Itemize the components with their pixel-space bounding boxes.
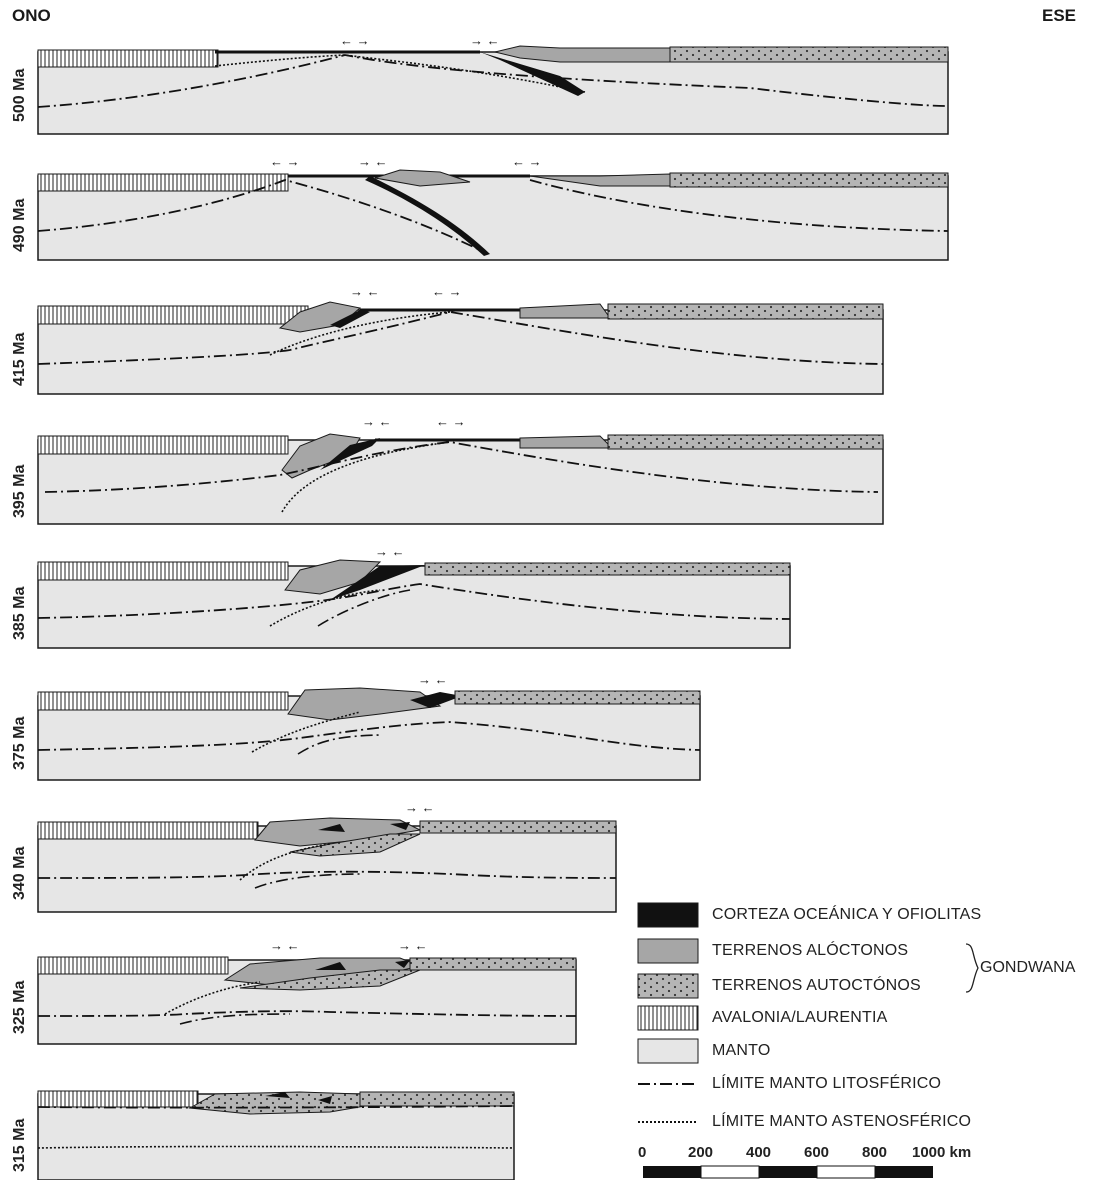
section-340: → ← 340 Ma: [11, 800, 617, 913]
section-500: ← → → ← 500 Ma: [11, 33, 949, 135]
section-age-label: 385 Ma: [11, 587, 28, 640]
avalonia-laurentia-block: [37, 435, 289, 455]
lithospheric-limit-line: [37, 311, 884, 365]
section-315: 315 Ma: [11, 1090, 515, 1180]
section-415: → ← ← → 415 Ma: [11, 284, 884, 395]
allochthonous-terrane: [254, 817, 422, 847]
convergent-arrows: → ←: [470, 33, 500, 48]
avalonia-laurentia-block: [37, 821, 259, 840]
autochthonous-terrane: [669, 172, 949, 188]
autochthonous-terrane: [409, 957, 577, 971]
autochthonous-terrane: [607, 303, 884, 320]
svg-text:→ ←: → ←: [358, 154, 388, 169]
avalonia-laurentia-block: [37, 1090, 199, 1108]
asthenospheric-limit-line: [164, 981, 261, 1015]
section-375: → ← 375 Ma: [11, 672, 701, 781]
section-age-label: 325 Ma: [11, 981, 28, 1034]
oceanic-crust: [410, 692, 462, 708]
lithospheric-limit-line: [37, 1105, 515, 1109]
avalonia-laurentia-block: [37, 561, 289, 581]
avalonia-laurentia-block: [37, 956, 229, 975]
autochthonous-terrane: [669, 46, 949, 63]
asthenospheric-limit-line: [214, 54, 586, 93]
svg-text:→ ←: → ←: [418, 672, 448, 687]
lithospheric-limit-line: [44, 441, 879, 493]
section-age-label: 500 Ma: [11, 69, 28, 122]
svg-text:→ ←: → ←: [405, 800, 435, 815]
asthenospheric-limit-line: [269, 589, 381, 627]
autochthonous-terrane: [454, 690, 701, 705]
oceanic-crust: [330, 565, 425, 600]
oceanic-swatch: [637, 902, 699, 928]
avalonia-laurentia-block: [37, 691, 289, 711]
section-325: → ← → ← 325 Ma: [11, 938, 577, 1045]
section-395: → ← ← → 395 Ma: [11, 414, 884, 525]
asthenospheric-limit-line: [281, 441, 451, 513]
oceanic-crust: [265, 1092, 332, 1104]
section-age-label: 395 Ma: [11, 465, 28, 518]
avalonia-swatch: [637, 1005, 699, 1031]
svg-text:→ ←: → ←: [398, 938, 428, 953]
subducting-slab: [480, 52, 585, 96]
mantle-swatch: [637, 1038, 699, 1064]
asthenospheric-limit-line: [239, 843, 331, 881]
autochthonous-terrane: [419, 820, 617, 834]
divergent-arrows: ← →: [340, 33, 370, 48]
allochthonous-terrane: [284, 559, 382, 595]
legend-swatches: [637, 902, 979, 1123]
gondwana-brace: [965, 943, 979, 993]
asthenospheric-limit-line: [269, 311, 451, 356]
asthenospheric-limit-line: [37, 1145, 515, 1149]
lithospheric-limit-line: [37, 870, 617, 879]
lithospheric-limit-line: [37, 1010, 577, 1017]
lithospheric-limit-line: [37, 179, 489, 255]
allochthonous-swatch: [637, 938, 699, 964]
section-385: → ← 385 Ma: [11, 544, 791, 649]
section-age-label: 490 Ma: [11, 199, 28, 252]
autochthonous-swatch: [637, 973, 699, 999]
section-age-label: 375 Ma: [11, 717, 28, 770]
autochthonous-terrane: [607, 434, 884, 450]
oceanic-crust: [315, 960, 410, 970]
west-direction-label: ONO: [12, 6, 51, 25]
scale-bar: [643, 1165, 933, 1179]
lithospheric-limit-line: [37, 583, 791, 620]
section-age-label: 415 Ma: [11, 333, 28, 386]
svg-text:→ ←: → ←: [350, 284, 380, 299]
oceanic-crust: [318, 822, 410, 832]
svg-text:← →: ← →: [270, 154, 300, 169]
lithospheric-limit-line: [37, 721, 701, 751]
section-age-label: 315 Ma: [11, 1119, 28, 1172]
oceanic-crust: [330, 310, 370, 328]
autochthonous-terrane: [424, 562, 791, 576]
allochthonous-terrane: [374, 169, 471, 187]
svg-text:→ ←: → ←: [270, 938, 300, 953]
svg-text:← →: ← →: [432, 284, 462, 299]
svg-text:→ ←: → ←: [375, 544, 405, 559]
asthenospheric-limit-line: [251, 711, 361, 753]
east-direction-label: ESE: [1042, 6, 1077, 25]
section-age-label: 340 Ma: [11, 847, 28, 900]
avalonia-laurentia-block: [37, 173, 289, 192]
svg-text:← →: ← →: [436, 414, 466, 429]
svg-text:← →: ← →: [512, 154, 542, 169]
avalonia-laurentia-block: [37, 305, 309, 325]
section-490: ← → → ← ← → 490 Ma: [11, 154, 949, 261]
lithospheric-limit-line: [37, 54, 949, 108]
svg-text:→ ←: → ←: [362, 414, 392, 429]
